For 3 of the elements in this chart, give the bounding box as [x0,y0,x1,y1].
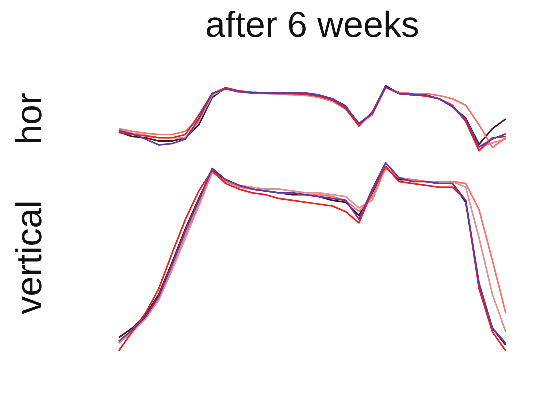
y-axis-title: hor [8,92,50,146]
chart-title: after 6 weeks [205,4,420,46]
y-axis-title: vertical [8,200,50,315]
